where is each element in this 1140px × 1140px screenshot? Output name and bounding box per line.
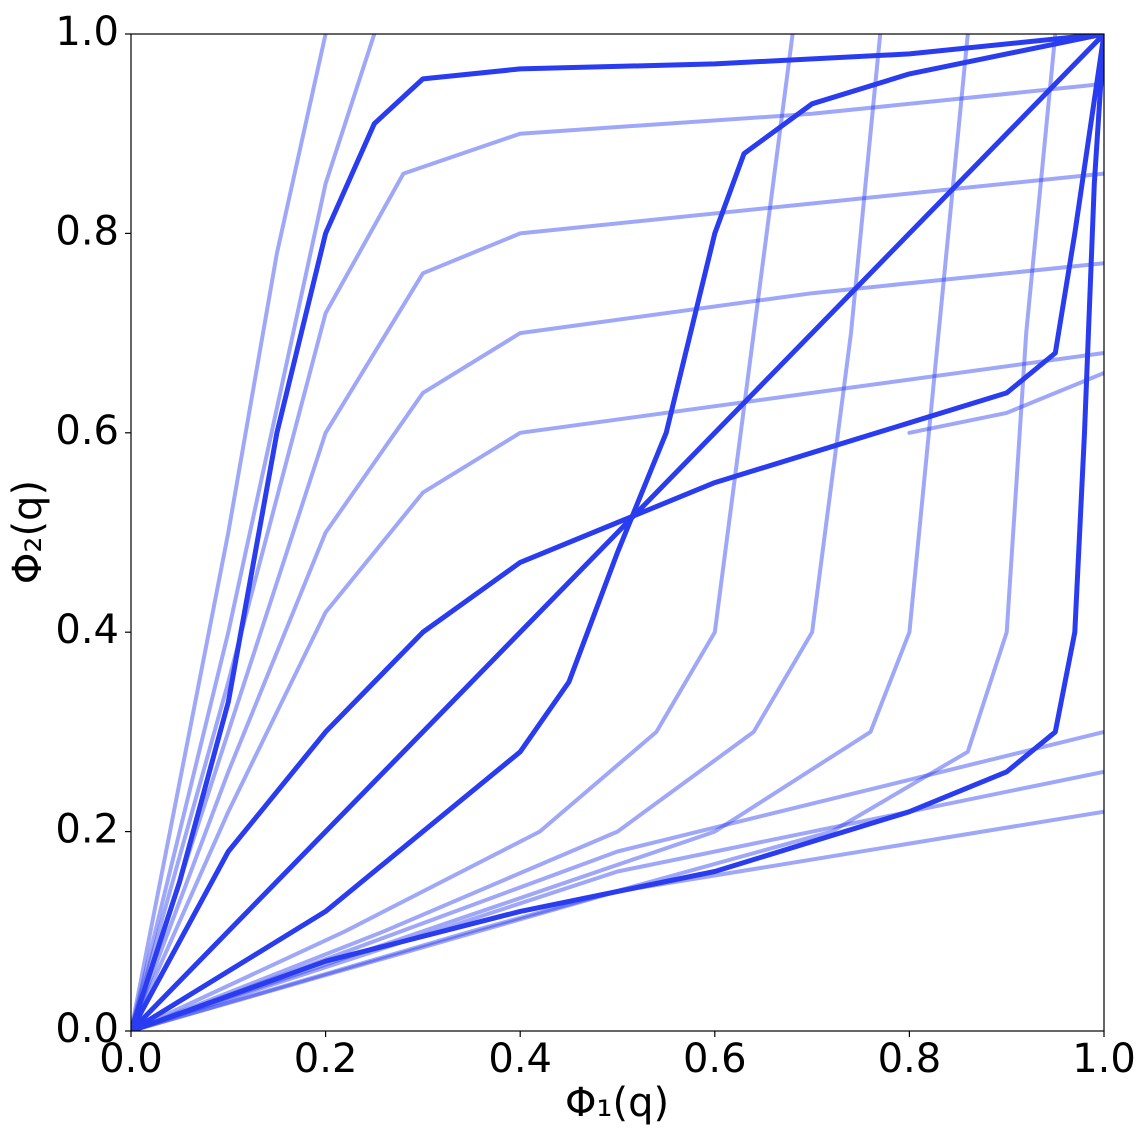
x-tick-label: 0.4: [488, 1036, 552, 1082]
y-axis-label: Φ₂(q): [5, 480, 51, 584]
curve: [131, 34, 795, 1031]
curve: [131, 171, 1104, 1031]
x-tick-label: 0.0: [99, 1036, 163, 1082]
y-tick-label: 0.4: [55, 607, 119, 653]
curve: [131, 809, 1104, 1031]
plot-frame: [130, 33, 1105, 1032]
x-axis-label: Φ₁(q): [565, 1080, 669, 1126]
curve: [131, 34, 970, 1031]
y-tick-label: 1.0: [55, 9, 119, 55]
curve: [131, 34, 377, 1031]
curve: [131, 34, 1104, 1031]
y-tick-label: 0.6: [55, 408, 119, 454]
curve: [131, 34, 883, 1031]
curve: [131, 34, 1104, 1031]
curve: [131, 769, 1104, 1031]
curve: [131, 34, 1104, 1031]
curve: [131, 81, 1104, 1031]
curve: [131, 34, 1104, 1031]
x-tick-label: 1.0: [1072, 1036, 1136, 1082]
curve: [131, 351, 1104, 1031]
x-tick-label: 0.2: [294, 1036, 358, 1082]
curve: [907, 371, 1104, 435]
x-tick-label: 0.6: [683, 1036, 747, 1082]
x-tick-label: 0.8: [878, 1036, 942, 1082]
curve: [131, 34, 1104, 1031]
y-tick-label: 0.0: [55, 1006, 119, 1052]
curve: [131, 34, 1058, 1031]
curve: [131, 261, 1104, 1031]
curve: [131, 34, 328, 1031]
y-tick-label: 0.2: [55, 807, 119, 853]
y-tick-label: 0.8: [55, 208, 119, 254]
